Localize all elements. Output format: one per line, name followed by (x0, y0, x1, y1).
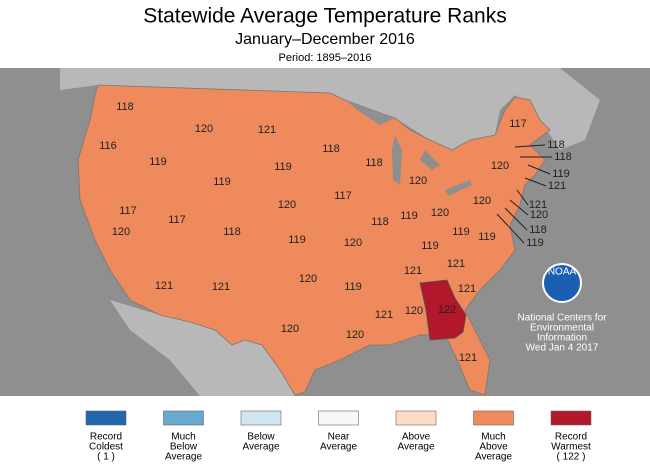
state-rank: 121 (404, 265, 422, 277)
state-rank: 120 (431, 207, 449, 219)
legend-swatch (240, 410, 282, 426)
state-rank: 121 (212, 281, 230, 293)
state-rank: 120 (195, 123, 213, 135)
state-rank: 118 (223, 226, 241, 238)
state-rank: 119 (344, 281, 362, 293)
legend-label: Average (242, 442, 280, 453)
state-rank: 117 (119, 205, 137, 217)
state-rank: 121 (529, 199, 547, 211)
state-rank: 121 (375, 309, 393, 321)
legend-label: ( 1 ) (97, 452, 115, 463)
credit-line: Environmental (530, 323, 594, 334)
state-rank: 120 (278, 199, 296, 211)
state-rank: 118 (371, 216, 389, 228)
logo-text: NOAA (548, 267, 577, 278)
subtitle: January–December 2016 (235, 31, 415, 48)
state-rank: 121 (447, 258, 465, 270)
state-rank: 119 (149, 156, 167, 168)
legend-label: Warmest (551, 442, 591, 453)
legend-label: Record (90, 432, 122, 443)
canada (60, 68, 600, 150)
state-rank: 117 (334, 190, 352, 202)
legend-label: Record (555, 432, 587, 443)
state-rank: 121 (258, 124, 276, 136)
state-rank: 118 (547, 139, 565, 151)
lake-michigan (392, 135, 402, 185)
noaa-logo (542, 263, 582, 303)
state-rank: 119 (526, 237, 544, 249)
mexico (110, 300, 295, 396)
legend-label: Coldest (89, 442, 123, 453)
state-rank: 120 (491, 160, 509, 172)
state-rank: 121 (458, 283, 476, 295)
state-rank: 119 (552, 168, 570, 180)
legend-label: Much (481, 432, 505, 443)
state-rank: 120 (530, 209, 548, 221)
state-rank: 121 (155, 280, 173, 292)
state-rank: 120 (112, 226, 130, 238)
state-rank: 120 (405, 305, 423, 317)
state-rank: 119 (478, 231, 496, 243)
callout-lines (496, 144, 552, 244)
state-rank: 119 (400, 210, 418, 222)
lake-huron (420, 150, 440, 170)
legend-label: Much (171, 432, 195, 443)
state-rank: 117 (509, 118, 527, 130)
state-rank: 118 (529, 224, 547, 236)
credit-line: Wed Jan 4 2017 (526, 343, 599, 354)
lake-superior (345, 100, 395, 125)
legend-label: Average (475, 452, 513, 463)
legend-label: ( 122 ) (557, 452, 586, 463)
legend-swatch (85, 410, 127, 426)
legend-label: Average (397, 442, 435, 453)
state-rank: 119 (213, 176, 231, 188)
legend-swatch (395, 410, 437, 426)
legend-swatch (318, 410, 359, 426)
state-rank: 119 (274, 161, 292, 173)
state-rank: 116 (99, 140, 117, 152)
credit-line: Information (537, 333, 587, 344)
georgia (419, 279, 467, 341)
state-rank: 119 (452, 226, 470, 238)
state-rank: 120 (281, 323, 299, 335)
state-rank: 120 (346, 329, 364, 341)
legend-label: Average (320, 442, 358, 453)
state-rank: 119 (421, 240, 439, 252)
state-rank: 119 (288, 234, 306, 246)
legend-label: Above (402, 432, 431, 443)
legend-swatch (550, 410, 592, 426)
legend-label: Above (479, 442, 508, 453)
state-rank: 117 (168, 214, 186, 226)
legend-swatch (473, 410, 514, 426)
legend-label: Below (170, 442, 198, 453)
credit-line: National Centers for (518, 313, 608, 324)
legend-label: Average (165, 452, 203, 463)
state-rank: 120 (344, 237, 362, 249)
legend-label: Below (247, 432, 275, 443)
title: Statewide Average Temperature Ranks (143, 5, 506, 28)
legend-swatch (163, 410, 204, 426)
state-rank: 120 (299, 273, 317, 285)
legend-label: Near (328, 432, 350, 443)
state-rank: 121 (548, 180, 566, 192)
state-rank: 118 (116, 101, 134, 113)
state-rank: 118 (554, 151, 572, 163)
state-rank: 122 (438, 304, 456, 316)
state-rank: 120 (473, 195, 491, 207)
state-rank: 118 (365, 157, 383, 169)
lake-erie (445, 180, 472, 196)
state-rank: 121 (459, 352, 477, 364)
state-rank: 118 (322, 143, 340, 155)
state-rank: 120 (409, 175, 427, 187)
period: Period: 1895–2016 (279, 52, 372, 64)
